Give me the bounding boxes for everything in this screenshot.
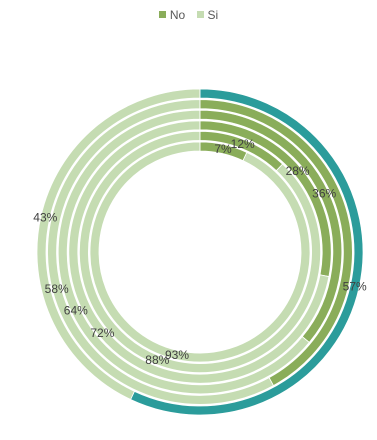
ring-5-si-label: 88% [145, 353, 169, 367]
chart-legend: No Si [0, 8, 377, 22]
ring-1-si-segment [36, 88, 201, 401]
ring-3-si-segment [57, 109, 310, 395]
ring-3-si-label: 64% [64, 304, 88, 318]
ring-6-no-label: 7% [214, 142, 232, 156]
ring-1-no-label: 57% [343, 280, 367, 294]
ring-5-si-segment [79, 130, 321, 373]
legend-label-no: No [169, 8, 186, 22]
ring-6-si-segment [89, 141, 311, 363]
ring-3-no-label: 36% [312, 187, 336, 201]
legend-item-no: No [158, 8, 186, 22]
ring-1-si-label: 43% [33, 210, 57, 224]
rings-layer [36, 88, 364, 416]
ring-5-no-label: 12% [231, 137, 255, 151]
ring-4-no-label: 28% [286, 164, 310, 178]
ring-4-si-label: 72% [90, 326, 114, 340]
labels-layer: 57% 43% 58% 36% 64% 28% 72% 12% 88% 7% 93% [33, 137, 367, 367]
legend-label-si: Si [207, 8, 219, 22]
ring-2-si-segment [47, 99, 274, 405]
legend-swatch-si [196, 11, 204, 18]
ring-6-si-label: 93% [165, 348, 189, 362]
ring-4-si-segment [68, 120, 330, 384]
legend-swatch-no [158, 11, 166, 18]
ring-2-si-label: 58% [45, 282, 69, 296]
legend-item-si: Si [196, 8, 219, 22]
